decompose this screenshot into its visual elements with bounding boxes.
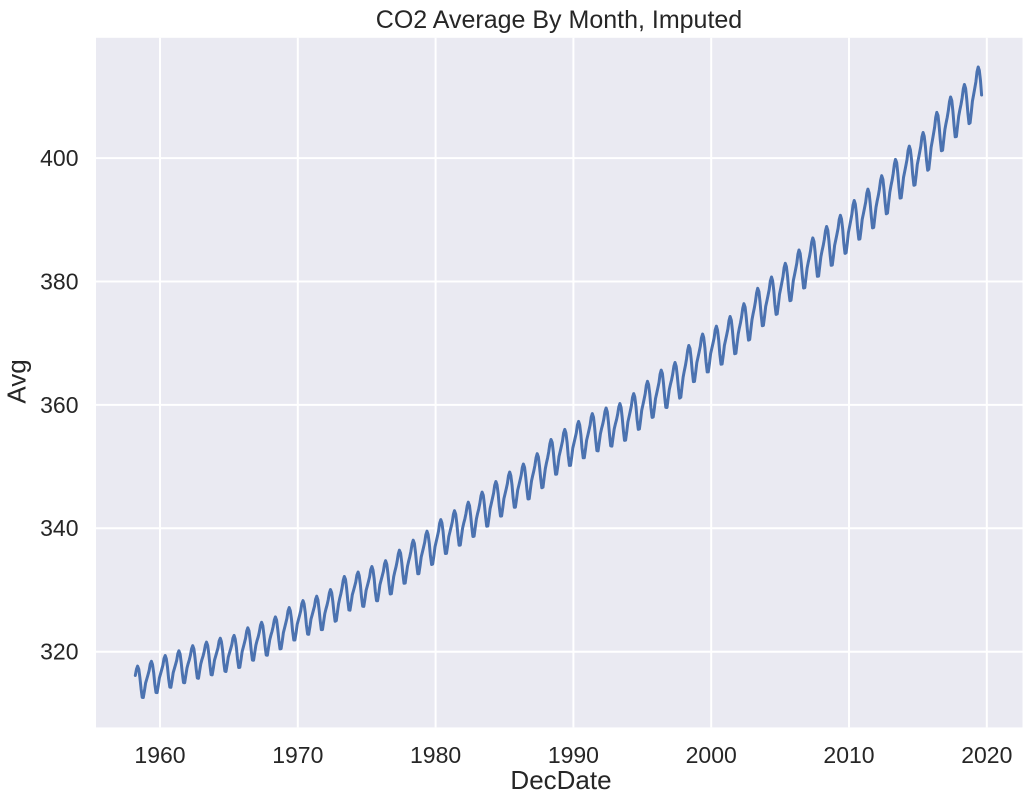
svg-text:400: 400 [40,145,78,171]
svg-text:CO2 Average By Month, Imputed: CO2 Average By Month, Imputed [376,6,742,34]
svg-text:2010: 2010 [823,742,874,768]
svg-text:2020: 2020 [961,742,1012,768]
svg-text:1990: 1990 [548,742,599,768]
svg-text:320: 320 [40,639,78,665]
svg-text:1970: 1970 [272,742,323,768]
svg-text:340: 340 [40,515,78,541]
svg-text:Avg: Avg [2,359,32,403]
svg-text:DecDate: DecDate [510,765,611,795]
svg-text:360: 360 [40,392,78,418]
svg-text:380: 380 [40,268,78,294]
svg-text:1980: 1980 [410,742,461,768]
svg-text:1960: 1960 [134,742,185,768]
svg-text:2000: 2000 [686,742,737,768]
